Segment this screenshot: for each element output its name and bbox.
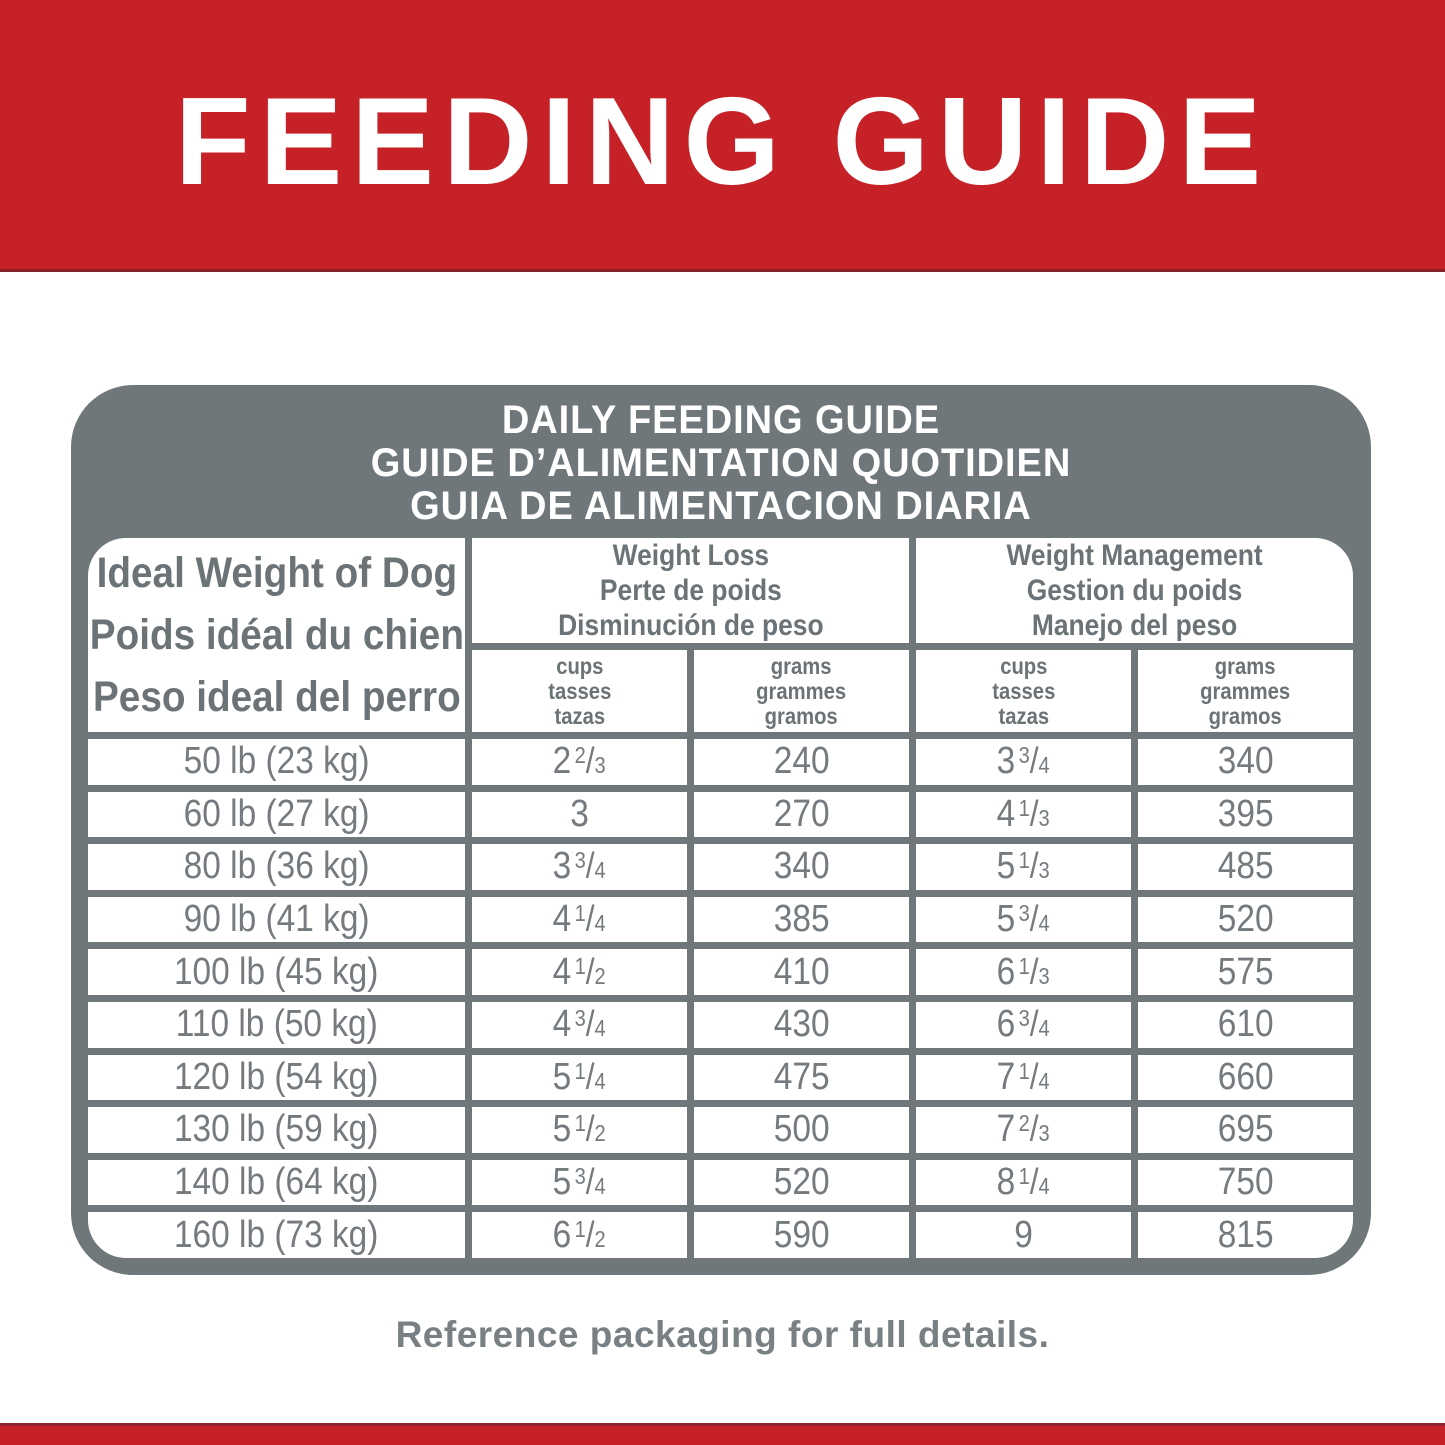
weight-management-cups-cell: 6 1/3 bbox=[916, 949, 1131, 995]
col-group-weight-management: Weight Management Gestion du poids Manej… bbox=[916, 538, 1353, 643]
row-weight-cell: 130 lb (59 kg) bbox=[88, 1107, 465, 1153]
weight-management-grams-cell: 695 bbox=[1138, 1107, 1353, 1153]
weight-loss-grams-cell: 500 bbox=[694, 1107, 909, 1153]
weight-loss-grams-cell: 410 bbox=[694, 949, 909, 995]
row-weight-cell: 50 lb (23 kg) bbox=[88, 739, 465, 785]
row-weight-cell: 120 lb (54 kg) bbox=[88, 1054, 465, 1101]
weight-loss-label-es: Disminución de peso bbox=[557, 609, 824, 642]
feeding-table: Ideal Weight of Dog Poids idéal du chien… bbox=[88, 538, 1353, 1258]
cups-label-es: tazas bbox=[554, 702, 605, 729]
grams-label-es: gramos bbox=[764, 702, 839, 729]
weight-loss-grams-cell: 240 bbox=[694, 739, 909, 785]
weight-loss-cups-cell: 2 2/3 bbox=[472, 739, 687, 785]
weight-management-grams-cell: 610 bbox=[1138, 1001, 1353, 1048]
weight-management-cups-cell: 7 2/3 bbox=[916, 1107, 1131, 1153]
weight-loss-grams-cell: 590 bbox=[694, 1212, 909, 1258]
weight-loss-grams-cell: 520 bbox=[694, 1159, 909, 1206]
col-group-weight-loss: Weight Loss Perte de poids Disminución d… bbox=[472, 538, 909, 643]
cups-label-fr: tasses bbox=[547, 677, 612, 704]
weight-loss-cups-cell: 4 1/4 bbox=[472, 896, 687, 943]
weight-management-grams-cell: 520 bbox=[1138, 896, 1353, 943]
row-weight-cell: 110 lb (50 kg) bbox=[88, 1001, 465, 1048]
grams-label-en: grams bbox=[771, 652, 832, 679]
row-weight-cell: 60 lb (27 kg) bbox=[88, 791, 465, 838]
weight-management-cups-cell: 5 1/3 bbox=[916, 844, 1131, 890]
weight-loss-grams-cell: 385 bbox=[694, 896, 909, 943]
weight-management-label-es: Manejo del peso bbox=[1031, 609, 1238, 642]
bottom-red-bar bbox=[0, 1423, 1445, 1445]
weight-management-grams-cell: 660 bbox=[1138, 1054, 1353, 1101]
weight-loss-cups-cell: 5 1/2 bbox=[472, 1107, 687, 1153]
panel-title-es: GUIA DE ALIMENTACION DIARIA bbox=[410, 484, 1032, 528]
weight-management-cups-cell: 4 1/3 bbox=[916, 791, 1131, 838]
daily-feeding-panel: DAILY FEEDING GUIDE GUIDE D’ALIMENTATION… bbox=[71, 385, 1371, 1275]
panel-title-en: DAILY FEEDING GUIDE bbox=[501, 398, 941, 442]
grams-label-es: gramos bbox=[1208, 702, 1283, 729]
weight-management-label-en: Weight Management bbox=[1006, 539, 1263, 572]
weight-loss-cups-cell: 4 3/4 bbox=[472, 1001, 687, 1048]
col-header-ideal-weight: Ideal Weight of Dog Poids idéal du chien… bbox=[88, 538, 465, 732]
weight-loss-cups-cell: 5 1/4 bbox=[472, 1054, 687, 1101]
weight-loss-cups-cell: 4 1/2 bbox=[472, 949, 687, 995]
weight-management-cups-cell: 7 1/4 bbox=[916, 1054, 1131, 1101]
weight-loss-label-en: Weight Loss bbox=[612, 539, 769, 572]
footer-note: Reference packaging for full details. bbox=[395, 1314, 1050, 1355]
row-weight-cell: 140 lb (64 kg) bbox=[88, 1159, 465, 1206]
subheader-weight-management-grams: grams grammes gramos bbox=[1138, 650, 1353, 732]
grams-label-fr: grammes bbox=[756, 677, 847, 704]
weight-loss-cups-cell: 5 3/4 bbox=[472, 1159, 687, 1206]
row-weight-cell: 90 lb (41 kg) bbox=[88, 896, 465, 943]
cups-label-en: cups bbox=[555, 652, 604, 679]
page-title: FEEDING GUIDE bbox=[174, 72, 1271, 211]
banner: FEEDING GUIDE bbox=[0, 0, 1445, 272]
weight-management-grams-cell: 815 bbox=[1138, 1212, 1353, 1258]
panel-title-fr: GUIDE D’ALIMENTATION QUOTIDIEN bbox=[370, 441, 1072, 485]
subheader-weight-management-cups: cups tasses tazas bbox=[916, 650, 1131, 732]
weight-management-cups-cell: 8 1/4 bbox=[916, 1159, 1131, 1206]
weight-loss-grams-cell: 270 bbox=[694, 791, 909, 838]
weight-loss-grams-cell: 340 bbox=[694, 844, 909, 890]
col-header-ideal-weight-es: Peso ideal del perro bbox=[92, 673, 461, 721]
weight-loss-cups-cell: 3 3/4 bbox=[472, 844, 687, 890]
weight-management-cups-cell: 6 3/4 bbox=[916, 1001, 1131, 1048]
col-header-ideal-weight-fr: Poids idéal du chien bbox=[89, 611, 464, 659]
weight-management-grams-cell: 575 bbox=[1138, 949, 1353, 995]
panel-title: DAILY FEEDING GUIDE GUIDE D’ALIMENTATION… bbox=[71, 385, 1371, 528]
cups-label-es: tazas bbox=[998, 702, 1049, 729]
weight-loss-label-fr: Perte de poids bbox=[599, 574, 782, 607]
col-header-ideal-weight-en: Ideal Weight of Dog bbox=[96, 549, 457, 597]
row-weight-cell: 80 lb (36 kg) bbox=[88, 844, 465, 890]
weight-loss-cups-cell: 6 1/2 bbox=[472, 1212, 687, 1258]
weight-loss-cups-cell: 3 bbox=[472, 791, 687, 838]
cups-label-en: cups bbox=[999, 652, 1048, 679]
weight-loss-grams-cell: 430 bbox=[694, 1001, 909, 1048]
subheader-weight-loss-cups: cups tasses tazas bbox=[472, 650, 687, 732]
weight-management-cups-cell: 3 3/4 bbox=[916, 739, 1131, 785]
row-weight-cell: 100 lb (45 kg) bbox=[88, 949, 465, 995]
cups-label-fr: tasses bbox=[991, 677, 1056, 704]
weight-management-cups-cell: 9 bbox=[916, 1212, 1131, 1258]
grams-label-fr: grammes bbox=[1200, 677, 1291, 704]
weight-management-grams-cell: 340 bbox=[1138, 739, 1353, 785]
weight-management-grams-cell: 395 bbox=[1138, 791, 1353, 838]
subheader-weight-loss-grams: grams grammes gramos bbox=[694, 650, 909, 732]
grams-label-en: grams bbox=[1215, 652, 1276, 679]
weight-management-grams-cell: 485 bbox=[1138, 844, 1353, 890]
weight-management-cups-cell: 5 3/4 bbox=[916, 896, 1131, 943]
row-weight-cell: 160 lb (73 kg) bbox=[88, 1212, 465, 1258]
weight-management-grams-cell: 750 bbox=[1138, 1159, 1353, 1206]
weight-loss-grams-cell: 475 bbox=[694, 1054, 909, 1101]
weight-management-label-fr: Gestion du poids bbox=[1026, 574, 1243, 607]
